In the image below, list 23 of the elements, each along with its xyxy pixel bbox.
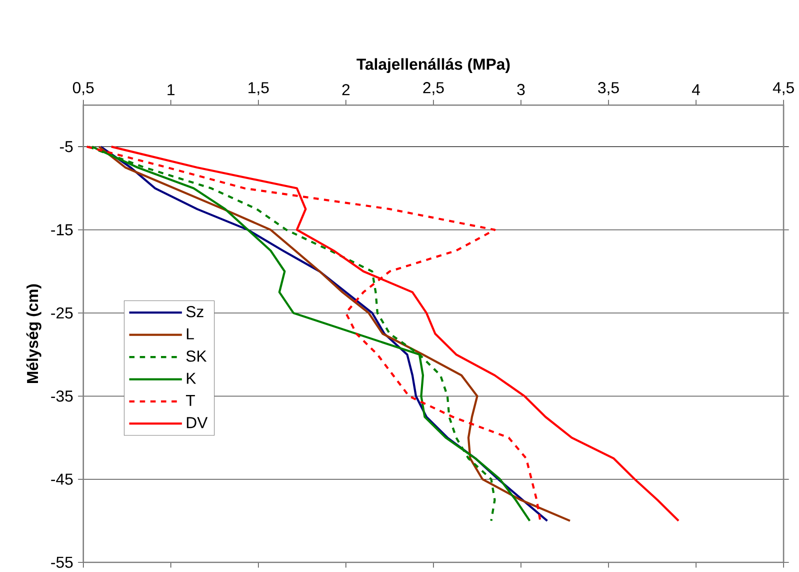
y-tick-label: -35 [51,390,73,402]
y-tick-label: -25 [51,307,73,318]
y-axis-title: Mélység (cm) [26,284,42,383]
y-tick-label: -45 [51,474,73,485]
x-tick-label: 2,5 [423,82,444,96]
legend-label: Sz [186,306,204,318]
x-tick-label: 4,5 [772,82,794,96]
y-tick-label: -5 [60,141,73,152]
x-tick-label: 4 [692,84,700,96]
y-tick-label: -55 [51,556,73,568]
x-tick-label: 0,5 [72,82,94,96]
x-tick-label: 2 [342,84,350,96]
legend-label: L [186,328,194,340]
legend-label: K [186,372,196,384]
x-tick-label: 3 [517,84,525,95]
legend-label: T [186,394,195,406]
x-tick-label: 3,5 [598,82,619,96]
x-axis-title: Talajellenállás (MPa) [356,58,510,73]
legend-label: SK [186,350,207,362]
legend-label: DV [186,417,208,428]
x-tick-label: 1 [168,84,174,96]
y-tick-label: -15 [51,224,73,236]
x-tick-label: 1,5 [248,82,269,96]
